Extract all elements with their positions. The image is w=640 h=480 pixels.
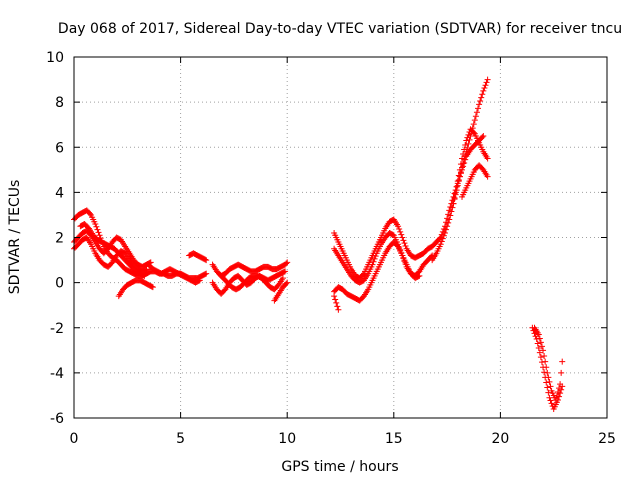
series-arc-10 <box>215 270 286 293</box>
x-tick-label: 25 <box>598 431 616 447</box>
plus-marker-arc-14 <box>331 239 423 304</box>
plus-marker-arc-6 <box>145 261 203 286</box>
series-arc-12 <box>331 216 444 282</box>
y-axis-title: SDTVAR / TECUs <box>7 180 23 295</box>
x-tick-label: 20 <box>491 431 509 447</box>
x-tick-label: 5 <box>176 431 185 447</box>
data-points <box>71 76 566 412</box>
plus-marker-arc-11 <box>271 279 291 304</box>
axis-ticks: 0 5 10 15 20 25 -6 -4 -2 0 2 4 6 8 10 <box>46 50 616 447</box>
plus-marker-arc-7 <box>186 250 210 264</box>
series-arc-11 <box>271 279 291 304</box>
y-tick-label: -2 <box>50 321 64 337</box>
plus-marker-arc-21 <box>531 324 566 403</box>
y-tick-label: 10 <box>46 50 64 66</box>
y-tick-label: 2 <box>55 231 64 247</box>
plus-marker-arc-15 <box>331 293 342 313</box>
plus-marker-arc-10 <box>215 270 286 293</box>
x-tick-label: 10 <box>278 431 296 447</box>
series-arc-20 <box>529 324 566 412</box>
series-arc-21 <box>531 324 566 403</box>
series-arc-7 <box>186 250 210 264</box>
series-arc-14 <box>331 239 423 304</box>
x-tick-label: 0 <box>70 431 79 447</box>
plus-marker-arc-4 <box>77 220 148 279</box>
series-arc-19 <box>459 162 491 200</box>
y-tick-label: -6 <box>50 411 64 427</box>
x-tick-label: 15 <box>385 431 403 447</box>
series-arc-6 <box>145 261 203 286</box>
plus-marker-arc-19 <box>459 162 491 200</box>
plus-marker-arc-5 <box>115 277 156 300</box>
plus-marker-arc-18 <box>450 126 491 207</box>
series-arc-4 <box>77 220 148 279</box>
plus-marker-arc-20 <box>529 324 566 412</box>
grid-lines <box>74 57 607 418</box>
chart-title: Day 068 of 2017, Sidereal Day-to-day VTE… <box>58 21 622 37</box>
series-arc-5 <box>115 277 156 300</box>
plot-frame <box>73 56 608 419</box>
y-tick-label: 6 <box>55 140 64 156</box>
series-arc-18 <box>450 126 491 207</box>
y-tick-label: 8 <box>55 95 64 111</box>
series-arc-15 <box>331 293 342 313</box>
x-axis-title: GPS time / hours <box>281 459 398 475</box>
plus-marker-arc-12 <box>331 216 444 282</box>
y-tick-label: 0 <box>55 276 64 292</box>
y-tick-label: 4 <box>55 185 64 201</box>
y-tick-label: -4 <box>50 366 64 382</box>
